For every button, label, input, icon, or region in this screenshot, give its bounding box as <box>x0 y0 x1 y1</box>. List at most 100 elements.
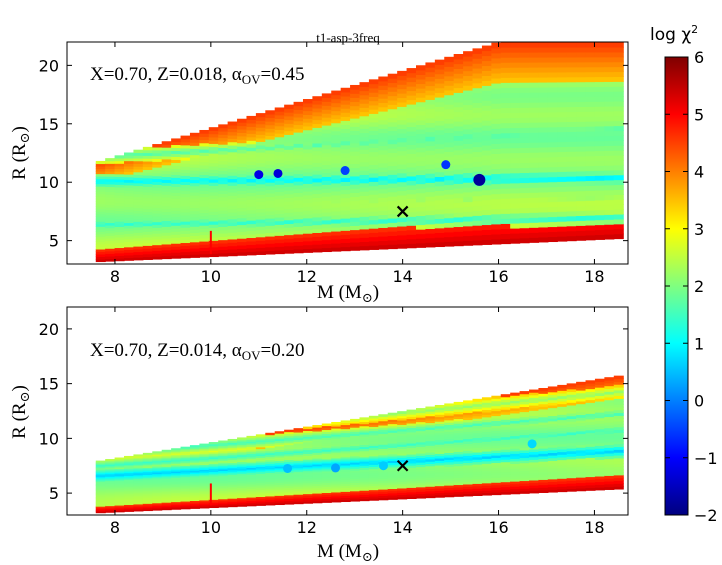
chi2-cell <box>500 406 511 410</box>
chi2-cell <box>124 501 135 504</box>
chi2-cell <box>302 440 313 443</box>
chi2-cell <box>95 472 106 475</box>
chi2-cell <box>585 76 596 83</box>
chi2-cell <box>557 81 568 88</box>
chi2-cell <box>237 483 248 487</box>
chi2-cell <box>274 231 285 236</box>
chi2-cell <box>500 178 511 184</box>
chi2-cell <box>594 120 605 127</box>
chi2-cell <box>416 65 427 71</box>
chi2-cell <box>472 483 483 487</box>
chi2-cell <box>444 464 455 467</box>
chi2-cell <box>594 194 605 201</box>
chi2-cell <box>585 71 596 78</box>
chi2-cell <box>105 250 116 254</box>
chi2-cell <box>463 191 474 198</box>
chi2-cell <box>180 211 191 216</box>
chi2-cell <box>321 456 332 460</box>
chi2-cell <box>284 500 295 503</box>
chi2-cell <box>585 106 596 112</box>
chi2-cell <box>434 432 445 436</box>
chi2-cell <box>406 460 417 464</box>
chi2-cell <box>95 251 106 255</box>
chi2-cell <box>171 216 182 220</box>
chi2-cell <box>594 425 605 430</box>
chi2-cell <box>576 46 587 53</box>
chi2-cell <box>340 246 351 252</box>
chi2-cell <box>95 248 106 252</box>
chi2-cell <box>538 388 549 392</box>
chi2-cell <box>152 499 163 502</box>
chi2-cell <box>463 474 474 478</box>
chi2-cell <box>133 464 144 467</box>
chi2-cell <box>594 456 605 460</box>
chi2-cell <box>547 51 558 58</box>
chi2-cell <box>227 141 238 146</box>
chi2-cell <box>434 59 445 65</box>
chi2-cell <box>350 464 361 467</box>
chi2-cell <box>472 166 483 172</box>
chi2-cell <box>547 447 558 451</box>
chi2-cell <box>368 474 379 478</box>
chi2-cell <box>293 501 304 505</box>
chi2-cell <box>434 492 445 496</box>
chi2-cell <box>416 219 427 226</box>
chi2-cell <box>463 143 474 149</box>
chi2-cell <box>472 48 483 54</box>
chi2-cell <box>472 488 483 492</box>
chi2-cell <box>265 458 276 461</box>
chi2-cell <box>218 127 229 132</box>
chi2-cell <box>161 191 172 195</box>
chi2-cell <box>378 435 389 439</box>
chi2-cell <box>397 494 408 498</box>
chi2-cell <box>547 473 558 477</box>
chi2-cell <box>529 451 540 455</box>
chi2-cell <box>566 399 577 403</box>
chi2-cell <box>538 458 549 462</box>
chi2-cell <box>218 186 229 191</box>
chi2-cell <box>340 104 351 109</box>
chi2-cell <box>331 134 342 140</box>
chi2-cell <box>227 155 238 160</box>
chi2-cell <box>425 67 436 73</box>
chi2-cell <box>284 459 295 462</box>
chi2-cell <box>604 388 615 392</box>
chi2-cell <box>500 409 511 413</box>
chi2-cell <box>208 456 219 459</box>
chi2-cell <box>105 510 116 513</box>
chi2-cell <box>397 150 408 156</box>
chi2-cell <box>105 485 116 488</box>
chi2-cell <box>547 156 558 163</box>
chi2-cell <box>274 475 285 478</box>
chi2-cell <box>416 417 427 420</box>
chi2-cell <box>142 174 153 179</box>
chi2-cell <box>237 437 248 440</box>
chi2-cell <box>529 469 540 473</box>
chi2-cell <box>519 92 530 98</box>
chi2-cell <box>491 93 502 99</box>
chi2-cell <box>152 504 163 507</box>
chi2-cell <box>510 142 521 149</box>
chi2-cell <box>246 451 257 454</box>
chi2-cell <box>566 195 577 202</box>
chi2-cell <box>180 479 191 482</box>
chi2-cell <box>444 480 455 484</box>
chi2-cell <box>255 194 266 199</box>
chi2-cell <box>95 502 106 505</box>
chi2-cell <box>105 473 116 476</box>
chi2-cell <box>529 433 540 437</box>
chi2-cell <box>434 421 445 425</box>
chi2-cell <box>481 475 492 479</box>
chi2-cell <box>406 189 417 195</box>
chi2-cell <box>321 498 332 501</box>
chi2-cell <box>538 236 549 243</box>
chi2-cell <box>613 179 624 186</box>
chi2-cell <box>284 496 295 500</box>
chi2-cell <box>274 469 285 473</box>
chi2-cell <box>208 448 219 451</box>
chi2-cell <box>463 206 474 212</box>
chi2-cell <box>463 167 474 174</box>
chi2-cell <box>594 428 605 433</box>
chi2-cell <box>237 459 248 463</box>
